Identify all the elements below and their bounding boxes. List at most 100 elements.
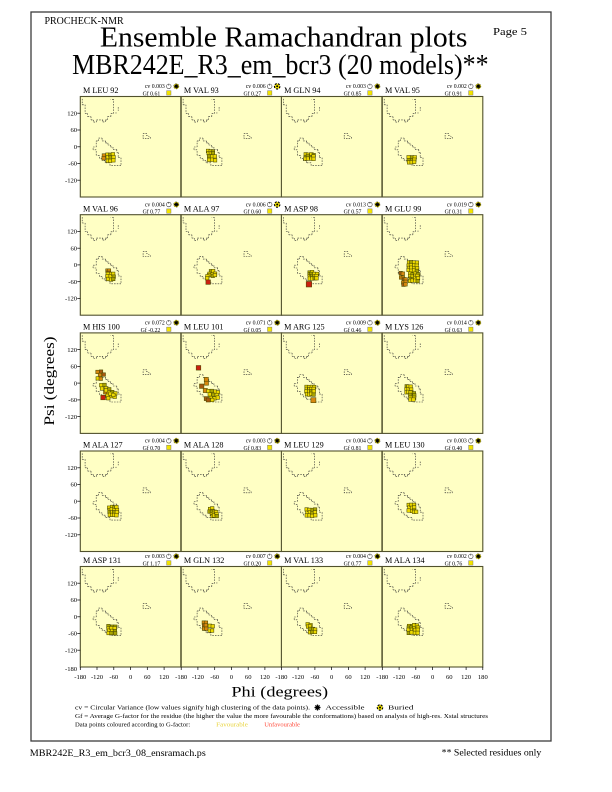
svg-text:-120: -120 [65,648,78,655]
svg-text:0: 0 [74,498,78,505]
svg-text:cv 0.006: cv 0.006 [246,202,266,208]
svg-text:120: 120 [67,111,78,118]
svg-text:Gf 0.60: Gf 0.60 [243,209,261,216]
svg-text:60: 60 [71,482,78,489]
svg-text:M LEU 130: M LEU 130 [385,441,425,450]
svg-text:-180: -180 [175,674,188,681]
svg-text:Unfavourable: Unfavourable [264,722,300,729]
svg-text:120: 120 [67,465,78,472]
svg-text:M LYS 126: M LYS 126 [385,323,423,332]
svg-text:-120: -120 [292,674,305,681]
svg-text:-60: -60 [68,515,77,522]
svg-text:60: 60 [245,674,252,681]
svg-text:-180: -180 [65,666,78,673]
svg-text:M ALA 128: M ALA 128 [184,441,224,450]
svg-text:Gf 0.57: Gf 0.57 [344,209,362,216]
svg-text:0: 0 [431,674,435,681]
svg-text:-60: -60 [68,161,77,168]
svg-text:cv 0.014: cv 0.014 [447,321,467,327]
svg-text:M LEU 129: M LEU 129 [284,441,324,450]
svg-text:Gf 0.40: Gf 0.40 [445,445,463,452]
svg-text:M ARG 125: M ARG 125 [284,323,325,332]
svg-text:-60: -60 [68,279,77,286]
svg-text:0: 0 [74,144,78,151]
svg-text:cv 0.009: cv 0.009 [346,321,366,327]
svg-text:M VAL 96: M VAL 96 [83,204,118,213]
svg-text:cv 0.003: cv 0.003 [346,84,366,90]
svg-text:M GLN 94: M GLN 94 [284,86,320,95]
svg-text:-120: -120 [65,177,78,184]
svg-text:Psi (degrees): Psi (degrees) [42,337,58,426]
svg-text:Gf 0.70: Gf 0.70 [143,445,161,452]
svg-text:Favourable: Favourable [216,722,248,729]
svg-text:60: 60 [71,597,78,604]
svg-text:-120: -120 [65,296,78,303]
svg-text:Phi (degrees): Phi (degrees) [231,685,328,701]
svg-text:Gf = Average G-factor for the: Gf = Average G-factor for the residue (t… [75,713,488,720]
svg-text:cv 0.013: cv 0.013 [346,202,366,208]
svg-text:Gf 0.76: Gf 0.76 [445,561,463,568]
svg-text:-60: -60 [68,631,77,638]
svg-text:120: 120 [67,347,78,354]
svg-text:M ASP 98: M ASP 98 [284,204,318,213]
svg-text:M GLN 132: M GLN 132 [184,556,224,565]
svg-text:-180: -180 [275,674,288,681]
svg-text:Ensemble Ramachandran plots: Ensemble Ramachandran plots [100,21,468,53]
svg-text:cv 0.003: cv 0.003 [447,439,467,445]
svg-text:M ALA 134: M ALA 134 [385,556,425,565]
svg-text:-180: -180 [74,674,87,681]
svg-text:MBR242E_R3_em_bcr3 (20 models): MBR242E_R3_em_bcr3 (20 models)** [72,49,489,81]
svg-text:120: 120 [67,229,78,236]
svg-text:M LEU 92: M LEU 92 [83,86,118,95]
svg-text:60: 60 [71,245,78,252]
svg-text:Gf 0.20: Gf 0.20 [243,561,261,568]
svg-text:M GLU 99: M GLU 99 [385,204,421,213]
svg-text:Gf -0.22: Gf -0.22 [141,327,161,334]
svg-text:Gf 0.27: Gf 0.27 [243,91,261,98]
svg-text:cv 0.019: cv 0.019 [447,202,467,208]
svg-text:60: 60 [144,674,151,681]
svg-text:Page 5: Page 5 [493,26,528,38]
svg-text:-60: -60 [109,674,118,681]
svg-text:cv 0.004: cv 0.004 [145,202,165,208]
svg-text:0: 0 [129,674,133,681]
svg-text:Gf 0.77: Gf 0.77 [344,561,362,568]
svg-text:Gf 0.77: Gf 0.77 [143,209,161,216]
svg-text:-120: -120 [393,674,406,681]
svg-text:PROCHECK-NMR: PROCHECK-NMR [45,15,125,27]
svg-text:0: 0 [74,380,78,387]
svg-text:120: 120 [67,581,78,588]
svg-text:60: 60 [71,127,78,134]
svg-text:120: 120 [260,674,271,681]
svg-text:M LEU 101: M LEU 101 [184,323,224,332]
svg-text:-120: -120 [192,674,205,681]
svg-text:cv 0.004: cv 0.004 [145,439,165,445]
svg-text:cv 0.003: cv 0.003 [246,439,266,445]
svg-text:cv = Circular Variance (low va: cv = Circular Variance (low values signi… [75,705,310,712]
svg-text:M VAL 95: M VAL 95 [385,86,420,95]
svg-text:180: 180 [478,674,489,681]
svg-text:Gf 0.91: Gf 0.91 [445,91,463,98]
svg-text:Accessible: Accessible [326,705,365,712]
svg-text:Gf 0.81: Gf 0.81 [344,445,362,452]
svg-text:cv 0.004: cv 0.004 [346,439,366,445]
svg-text:Buried: Buried [388,705,414,712]
svg-text:cv 0.007: cv 0.007 [246,554,266,560]
svg-text:Gf 0.85: Gf 0.85 [344,91,362,98]
svg-text:-60: -60 [411,674,420,681]
svg-text:-180: -180 [376,674,389,681]
svg-text:MBR242E_R3_em_bcr3_08_ensramac: MBR242E_R3_em_bcr3_08_ensramach.ps [30,748,207,758]
svg-text:cv 0.071: cv 0.071 [246,321,266,327]
svg-text:Data points coloured according: Data points coloured according to G-fact… [75,722,190,729]
svg-text:-60: -60 [311,674,320,681]
svg-text:Gf 1.17: Gf 1.17 [143,561,161,568]
svg-text:cv 0.002: cv 0.002 [447,84,467,90]
svg-text:120: 120 [159,674,170,681]
svg-text:Gf 0.05: Gf 0.05 [243,327,261,334]
svg-text:-60: -60 [210,674,219,681]
svg-text:M VAL 93: M VAL 93 [184,86,219,95]
svg-text:60: 60 [446,674,453,681]
svg-text:0: 0 [330,674,334,681]
svg-text:M ALA 97: M ALA 97 [184,204,219,213]
svg-text:cv 0.003: cv 0.003 [145,554,165,560]
